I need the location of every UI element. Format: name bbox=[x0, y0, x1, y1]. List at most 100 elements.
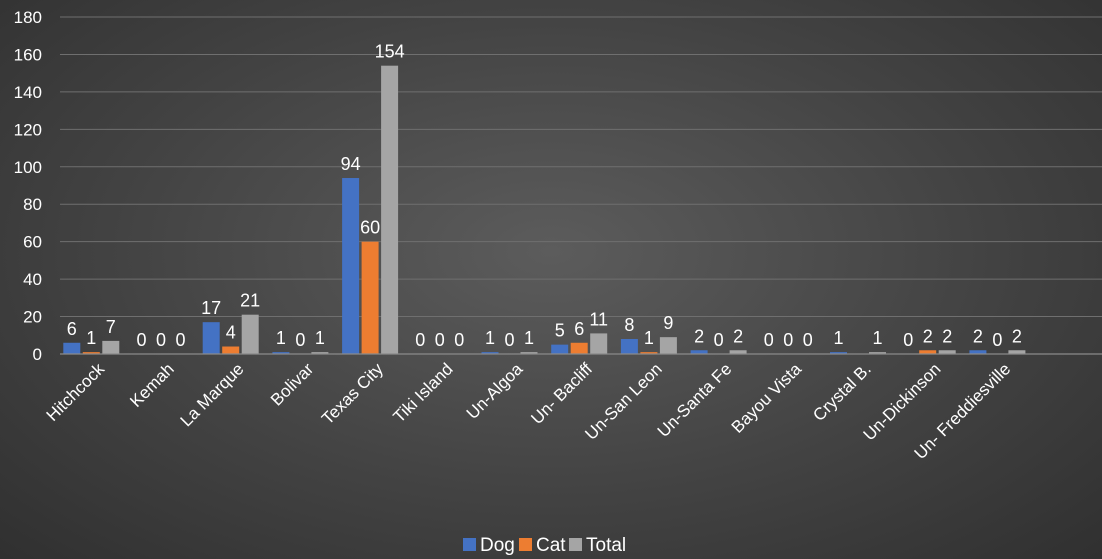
data-label-cat: 6 bbox=[574, 319, 584, 339]
bar-dog bbox=[551, 344, 569, 354]
bar-total bbox=[729, 350, 747, 354]
bar-total bbox=[1008, 350, 1026, 354]
bar-cat bbox=[919, 350, 937, 354]
y-tick-label: 20 bbox=[23, 308, 42, 327]
x-tick-label: Kemah bbox=[126, 359, 178, 411]
data-label-cat: 0 bbox=[504, 330, 514, 350]
data-label-dog: 1 bbox=[833, 328, 843, 348]
bar-dog bbox=[481, 352, 499, 354]
data-label-dog: 0 bbox=[764, 330, 774, 350]
data-label-cat: 1 bbox=[644, 328, 654, 348]
bar-total bbox=[381, 65, 399, 354]
data-label-total: 1 bbox=[872, 328, 882, 348]
data-label-cat: 4 bbox=[226, 323, 236, 343]
data-label-total: 1 bbox=[315, 328, 325, 348]
y-tick-label: 160 bbox=[14, 45, 42, 64]
y-tick-label: 80 bbox=[23, 195, 42, 214]
data-label-total: 1 bbox=[524, 328, 534, 348]
x-tick-label: Un-Santa Fe bbox=[654, 359, 736, 441]
y-tick-label: 40 bbox=[23, 270, 42, 289]
bar-cat bbox=[82, 352, 100, 354]
bars bbox=[63, 65, 1026, 354]
legend-label-total: Total bbox=[586, 535, 626, 556]
data-label-dog: 17 bbox=[201, 298, 221, 318]
bar-dog bbox=[969, 350, 987, 354]
data-label-dog: 5 bbox=[555, 321, 565, 341]
bar-total bbox=[590, 333, 608, 354]
data-label-dog: 6 bbox=[67, 319, 77, 339]
x-tick-label: Un- Bacliff bbox=[527, 359, 596, 428]
legend-swatch-dog bbox=[463, 538, 476, 551]
x-tick-label: Bolivar bbox=[267, 359, 317, 409]
data-label-total: 2 bbox=[733, 326, 743, 346]
data-label-total: 154 bbox=[375, 42, 405, 62]
bar-total bbox=[659, 337, 677, 354]
bar-dog bbox=[620, 339, 638, 354]
bar-dog bbox=[342, 178, 360, 354]
gridlines bbox=[60, 16, 1102, 318]
bar-total bbox=[869, 352, 886, 354]
y-tick-label: 120 bbox=[14, 120, 42, 139]
y-tick-label: 140 bbox=[14, 83, 42, 102]
data-label-total: 0 bbox=[454, 330, 464, 350]
legend-label-dog: Dog bbox=[480, 535, 515, 556]
data-label-total: 21 bbox=[240, 291, 260, 311]
bar-dog bbox=[272, 352, 290, 354]
data-label-total: 9 bbox=[663, 313, 673, 333]
x-tick-label: Hitchcock bbox=[43, 359, 109, 425]
y-tick-label: 100 bbox=[14, 158, 42, 177]
y-tick-label: 60 bbox=[23, 233, 42, 252]
data-label-total: 0 bbox=[175, 330, 185, 350]
data-label-total: 7 bbox=[106, 317, 116, 337]
bar-cat bbox=[570, 342, 588, 354]
bar-cat bbox=[222, 346, 240, 354]
legend: Dog Cat Total bbox=[463, 535, 626, 556]
bar-total bbox=[520, 352, 538, 354]
data-label-cat: 0 bbox=[714, 330, 724, 350]
bar-total bbox=[938, 350, 956, 354]
data-label-cat: 60 bbox=[360, 218, 380, 238]
x-tick-label: Tiki Island bbox=[390, 359, 457, 426]
legend-swatch-total bbox=[569, 538, 582, 551]
legend-swatch-cat bbox=[519, 538, 532, 551]
data-label-total: 2 bbox=[942, 326, 952, 346]
data-label-dog: 0 bbox=[136, 330, 146, 350]
x-tick-label: Crystal B. bbox=[809, 359, 875, 425]
bar-total bbox=[102, 340, 120, 354]
data-label-total: 2 bbox=[1012, 326, 1022, 346]
data-label-dog: 0 bbox=[415, 330, 425, 350]
bar-total bbox=[311, 352, 329, 354]
x-tick-label: Texas City bbox=[318, 359, 387, 428]
data-label-dog: 8 bbox=[624, 315, 634, 335]
bar-total bbox=[241, 314, 259, 354]
bar-cat bbox=[640, 352, 658, 354]
data-label-dog: 1 bbox=[485, 328, 495, 348]
y-tick-label: 180 bbox=[14, 8, 42, 27]
data-label-cat: 0 bbox=[435, 330, 445, 350]
data-label-dog: 94 bbox=[341, 154, 361, 174]
data-label-cat: 0 bbox=[156, 330, 166, 350]
data-label-dog: 2 bbox=[973, 326, 983, 346]
data-label-cat: 0 bbox=[992, 330, 1002, 350]
data-label-dog: 2 bbox=[694, 326, 704, 346]
data-label-dog: 1 bbox=[276, 328, 286, 348]
data-label-total: 11 bbox=[589, 309, 608, 329]
data-label-cat: 0 bbox=[295, 330, 305, 350]
x-tick-label: La Marque bbox=[177, 359, 248, 430]
bar-dog bbox=[830, 352, 847, 354]
y-tick-label: 0 bbox=[33, 345, 42, 364]
data-label-dog: 0 bbox=[903, 330, 913, 350]
bar-dog bbox=[63, 342, 81, 354]
y-axis: 0 20 40 60 80 100 120 140 160 180 bbox=[14, 8, 42, 364]
bar-dog bbox=[202, 322, 220, 354]
x-tick-label: Un-Algoa bbox=[463, 359, 527, 423]
legend-label-cat: Cat bbox=[536, 535, 566, 556]
bar-cat bbox=[361, 241, 379, 354]
data-label-cat: 1 bbox=[86, 328, 96, 348]
data-label-cat: 2 bbox=[923, 326, 933, 346]
x-tick-label: Bayou Vista bbox=[728, 359, 806, 437]
